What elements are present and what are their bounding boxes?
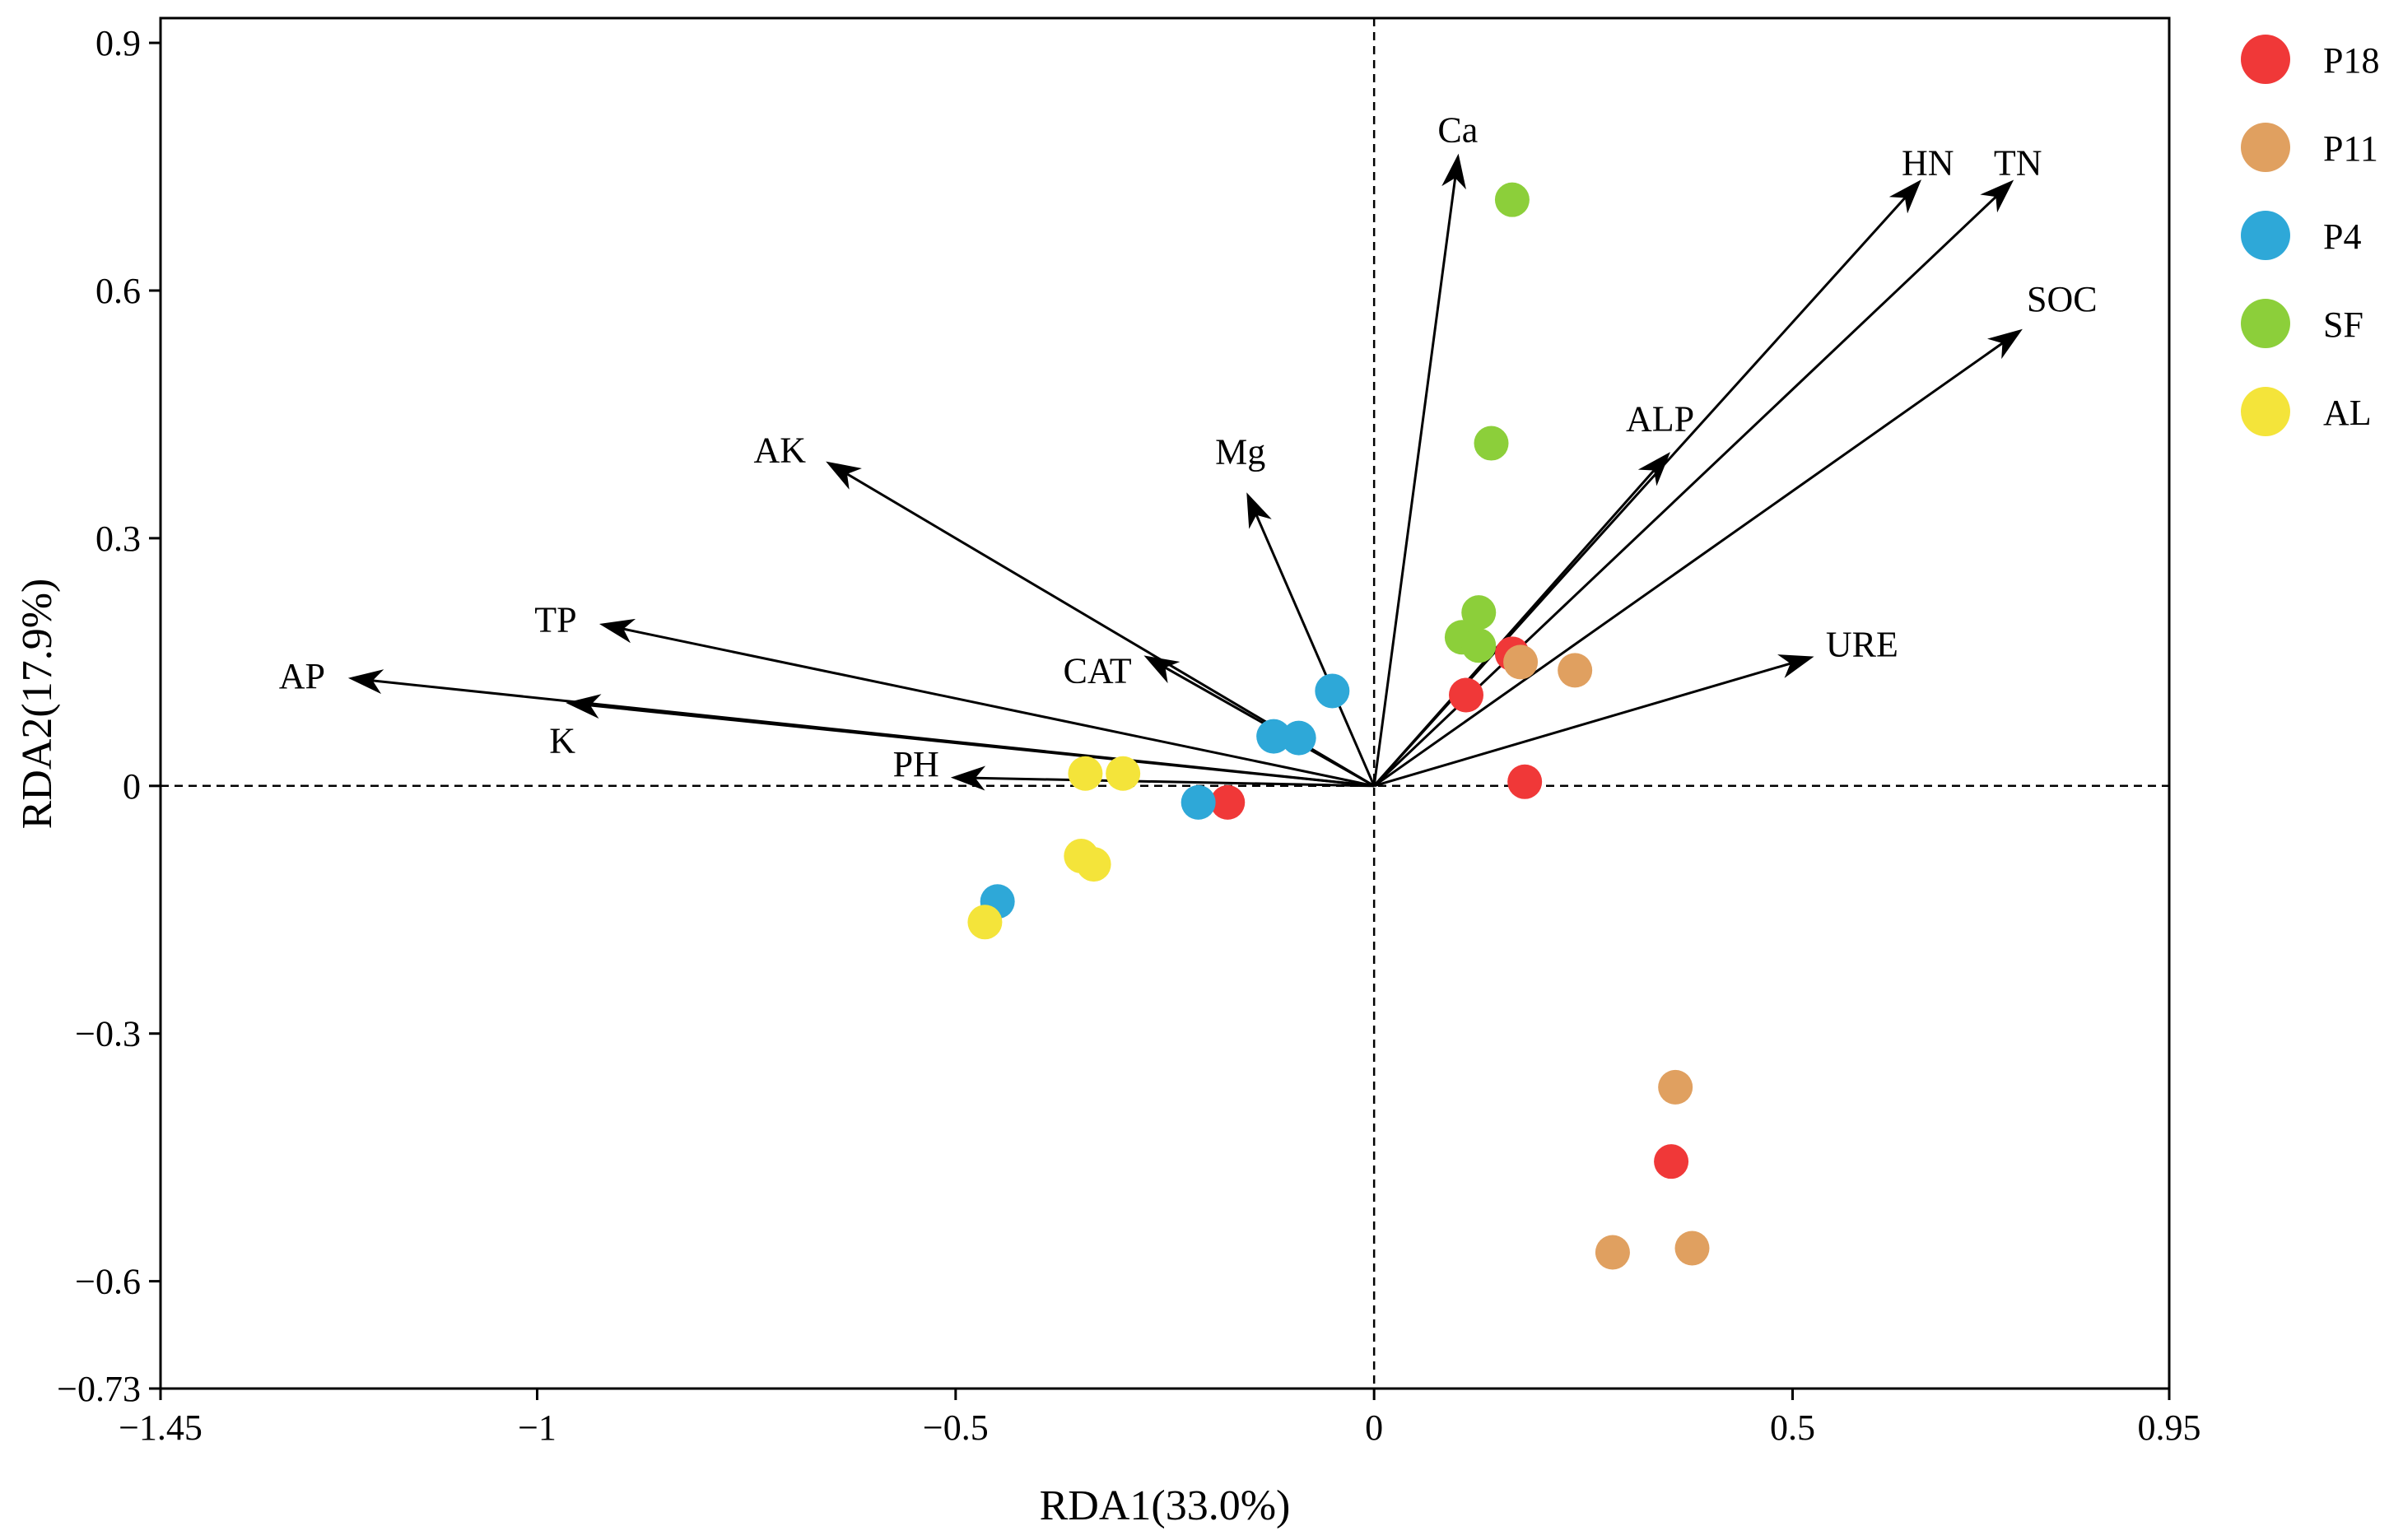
y-tick-label: 0.9 bbox=[95, 23, 141, 63]
legend-marker-p11 bbox=[2241, 123, 2290, 172]
x-axis-ticks: −1.45 −1 −0.5 0 0.5 0.95 bbox=[119, 1389, 2201, 1448]
arrow-k bbox=[566, 694, 1375, 788]
x-tick-label: 0 bbox=[1365, 1407, 1383, 1448]
y-tick-label: 0.6 bbox=[95, 271, 141, 311]
arrow-cat bbox=[1143, 655, 1375, 788]
x-axis-title: RDA1(33.0%) bbox=[1040, 1482, 1291, 1529]
arrow-label-tp: TP bbox=[534, 599, 576, 640]
point-sf bbox=[1474, 426, 1509, 461]
y-axis-ticks: 0.9 0.6 0.3 0 −0.3 −0.6 −0.73 bbox=[57, 23, 161, 1409]
legend-label-al: AL bbox=[2323, 393, 2372, 433]
arrow-label-ap: AP bbox=[279, 656, 325, 696]
legend-label-p4: P4 bbox=[2323, 216, 2361, 257]
arrow-label-k: K bbox=[549, 721, 575, 761]
x-tick-label: 0.5 bbox=[1770, 1407, 1815, 1448]
arrow-label-soc: SOC bbox=[2027, 279, 2098, 319]
point-p4 bbox=[1256, 719, 1292, 754]
point-p18 bbox=[1654, 1144, 1689, 1179]
x-tick-label: −0.5 bbox=[923, 1407, 989, 1448]
arrow-label-ph: PH bbox=[893, 744, 939, 784]
y-tick-label: −0.73 bbox=[57, 1369, 141, 1409]
y-tick-label: 0.3 bbox=[95, 519, 141, 559]
arrow-label-ak: AK bbox=[754, 430, 807, 470]
arrow-mg bbox=[1246, 492, 1376, 787]
arrow-label-cat: CAT bbox=[1064, 650, 1132, 691]
point-al bbox=[1106, 756, 1141, 791]
point-al bbox=[1076, 847, 1111, 882]
arrow-tp bbox=[598, 618, 1375, 788]
point-sf bbox=[1461, 595, 1497, 630]
arrow-ca bbox=[1372, 153, 1466, 786]
point-p11 bbox=[1658, 1069, 1693, 1105]
arrow-alp bbox=[1373, 452, 1670, 787]
legend-label-p11: P11 bbox=[2323, 128, 2378, 169]
point-p11 bbox=[1503, 644, 1539, 680]
point-p11 bbox=[1558, 653, 1593, 688]
arrow-label-alp: ALP bbox=[1626, 399, 1694, 440]
point-p18 bbox=[1449, 677, 1483, 713]
point-p4 bbox=[1281, 720, 1316, 756]
x-tick-label: 0.95 bbox=[2138, 1407, 2201, 1448]
legend-marker-sf bbox=[2241, 299, 2290, 348]
y-axis-title: RDA2(17.9%) bbox=[14, 579, 61, 830]
point-al bbox=[967, 905, 1003, 940]
y-tick-label: 0 bbox=[123, 766, 141, 807]
legend-marker-al bbox=[2241, 387, 2290, 436]
arrow-label-mg: Mg bbox=[1215, 432, 1265, 472]
legend-marker-p4 bbox=[2241, 211, 2290, 260]
legend: P18 P11 P4 SF AL bbox=[2241, 35, 2379, 436]
point-p18 bbox=[1507, 764, 1543, 799]
point-p11 bbox=[1674, 1231, 1710, 1266]
arrow-label-ure: URE bbox=[1826, 624, 1898, 664]
arrow-label-hn: HN bbox=[1902, 143, 1954, 184]
point-sf bbox=[1461, 628, 1497, 663]
point-p4 bbox=[1315, 673, 1350, 709]
point-p18 bbox=[1210, 784, 1246, 820]
point-p4 bbox=[1181, 784, 1216, 820]
plot-frame bbox=[159, 16, 2171, 1390]
arrow-ure bbox=[1373, 654, 1814, 788]
legend-label-sf: SF bbox=[2323, 305, 2363, 345]
x-tick-label: −1.45 bbox=[119, 1407, 203, 1448]
y-tick-label: −0.3 bbox=[75, 1014, 141, 1054]
point-sf bbox=[1494, 182, 1530, 217]
x-tick-label: −1 bbox=[518, 1407, 557, 1448]
point-al bbox=[1068, 756, 1103, 791]
sample-points bbox=[967, 182, 1710, 1270]
point-p11 bbox=[1595, 1235, 1630, 1270]
arrow-label-tn: TN bbox=[1994, 143, 2042, 184]
y-tick-label: −0.6 bbox=[75, 1262, 141, 1302]
environmental-arrows: Ca HN TN SOC ALP URE Mg AK TP AP K CAT PH bbox=[279, 110, 2098, 791]
legend-marker-p18 bbox=[2241, 35, 2290, 84]
arrow-label-ca: Ca bbox=[1437, 110, 1478, 151]
arrow-ph bbox=[950, 765, 1375, 791]
arrow-soc bbox=[1373, 328, 2023, 788]
legend-label-p18: P18 bbox=[2323, 40, 2379, 81]
